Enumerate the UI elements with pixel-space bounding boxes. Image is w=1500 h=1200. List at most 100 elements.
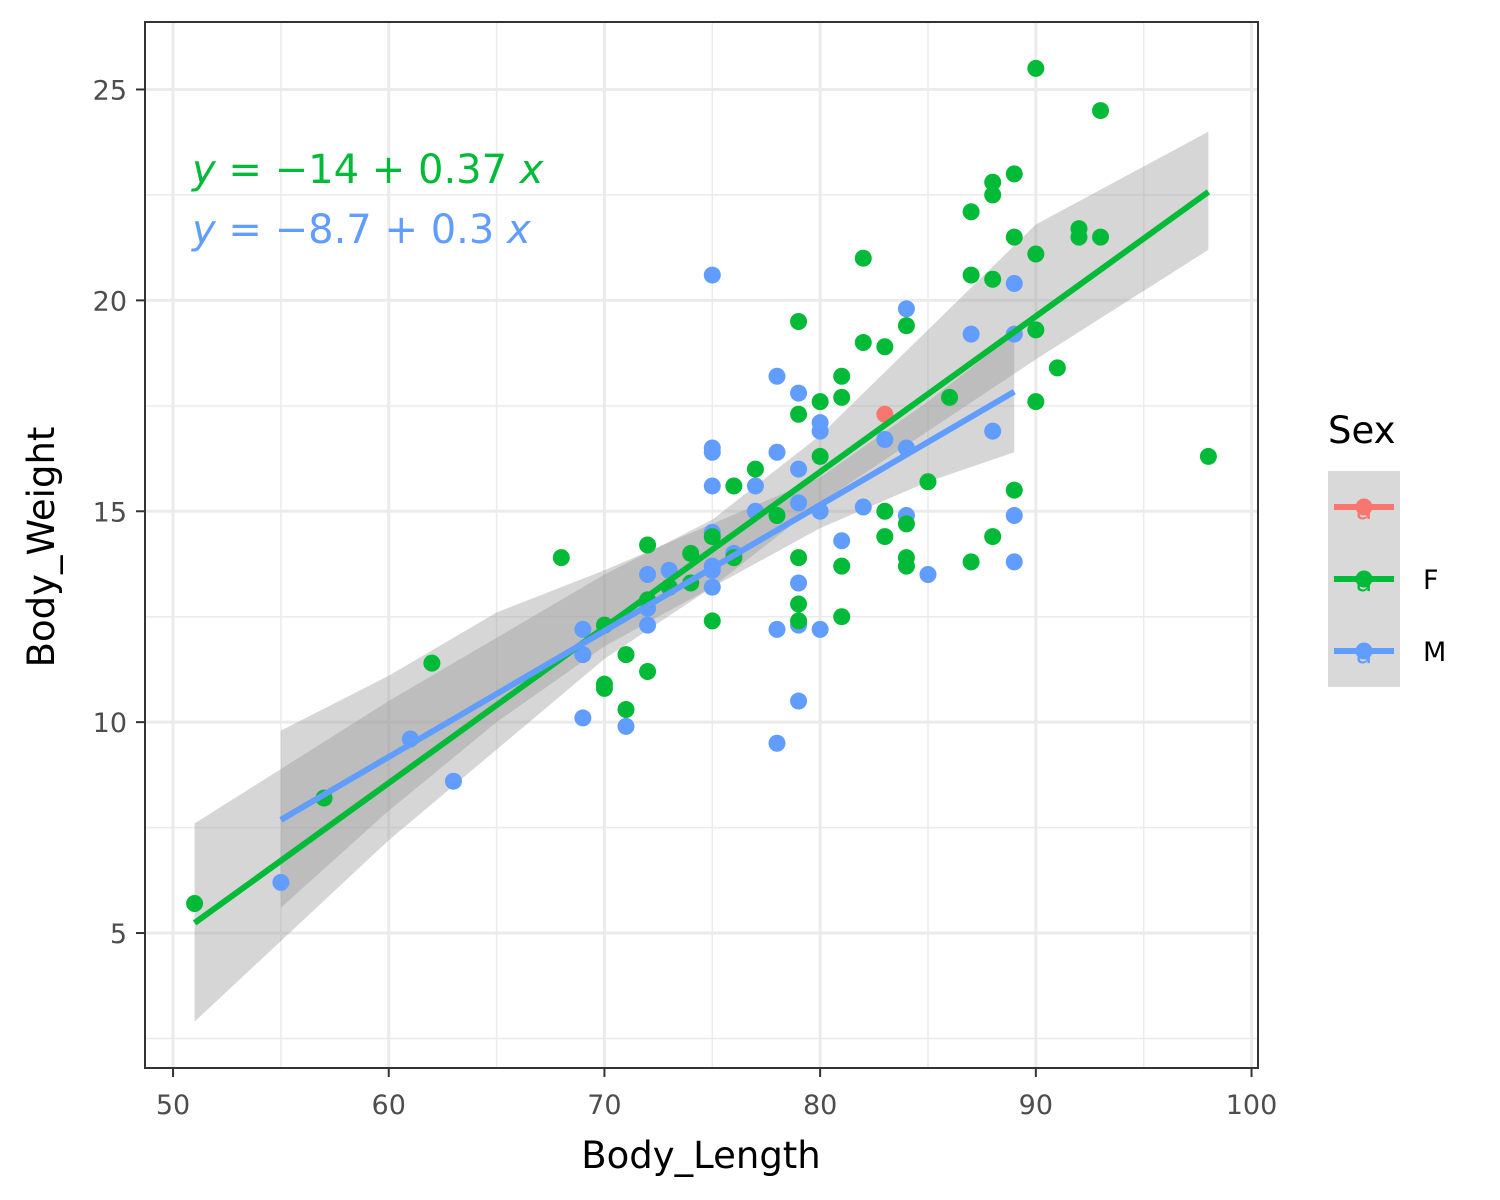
plot-border: [144, 21, 1259, 1069]
data-point-f: [1005, 165, 1023, 183]
data-point-m: [746, 477, 764, 495]
y-tick-label: 20: [93, 286, 127, 317]
data-point-f: [919, 473, 937, 491]
legend: Sex a a a F M: [1328, 409, 1446, 687]
equation-label-1: y = −8.7 + 0.3 x: [191, 207, 531, 253]
y-axis-title: Body_Weight: [20, 427, 63, 668]
data-point-f: [703, 528, 721, 546]
data-point-f: [941, 388, 959, 406]
plot-background: [145, 22, 1258, 1068]
fit-line-m: [279, 389, 1016, 823]
data-point-f: [725, 477, 743, 495]
equation-part-plus: +: [372, 207, 431, 253]
data-point-m: [962, 325, 980, 343]
data-point-f: [984, 528, 1002, 546]
data-point-m: [984, 422, 1002, 440]
data-point-f: [1027, 59, 1045, 77]
equation-part-plus: +: [359, 147, 418, 193]
equation-part-slope: 0.37: [418, 147, 507, 193]
data-point-f: [790, 612, 808, 630]
data-point-f: [1005, 481, 1023, 499]
x-axis: 50 60 70 80 90 100: [156, 1068, 1277, 1121]
equation-part-lhs: y: [191, 207, 217, 253]
data-point-f: [1027, 321, 1045, 339]
data-point-m: [703, 266, 721, 284]
data-point-f: [1027, 245, 1045, 263]
fit-line-f: [192, 189, 1211, 926]
x-tick-label: 80: [803, 1090, 837, 1121]
data-point-m: [790, 574, 808, 592]
equation-part-eq: =: [216, 207, 275, 253]
data-point-f: [703, 612, 721, 630]
equation-part-eq: =: [216, 147, 275, 193]
legend-key-point: [1355, 570, 1373, 588]
data-point-f: [617, 646, 635, 664]
equation-part-int: −14: [275, 147, 359, 193]
data-point-m: [639, 566, 657, 584]
legend-label-m: M: [1423, 637, 1446, 668]
data-point-m: [574, 620, 592, 638]
data-point-f: [617, 700, 635, 718]
data-point-f: [639, 663, 657, 681]
x-tick-label: 100: [1226, 1090, 1278, 1121]
data-point-f: [790, 595, 808, 613]
data-point-f: [595, 679, 613, 697]
data-point-f: [962, 553, 980, 571]
data-point-m: [574, 646, 592, 664]
data-point-m: [854, 498, 872, 516]
equation-part-lhs: y: [191, 147, 217, 193]
data-point-f: [984, 173, 1002, 191]
legend-key-text-glyph: a: [1356, 495, 1373, 526]
x-tick-label: 50: [156, 1090, 190, 1121]
data-point-m: [574, 709, 592, 727]
legend-key-point: [1355, 642, 1373, 660]
data-point-m: [919, 566, 937, 584]
data-point-m: [1005, 553, 1023, 571]
data-point-f: [552, 549, 570, 567]
plot-border-rect: [144, 21, 1259, 1069]
data-point-f: [1092, 228, 1110, 246]
data-point-f: [833, 608, 851, 626]
data-point-m: [811, 620, 829, 638]
data-point-f: [854, 334, 872, 352]
equation-label-0: y = −14 + 0.37 x: [191, 147, 544, 193]
data-point-m: [790, 494, 808, 512]
data-point-m: [272, 873, 290, 891]
data-point-f: [876, 502, 894, 520]
data-point-m: [703, 477, 721, 495]
x-tick-label: 90: [1019, 1090, 1053, 1121]
equation-part-x: x: [494, 207, 531, 253]
data-point-f: [833, 367, 851, 385]
fit-lines: [192, 189, 1211, 926]
data-point-f: [984, 270, 1002, 288]
data-point-f: [1092, 102, 1110, 120]
data-point-m: [444, 772, 462, 790]
data-point-f: [876, 338, 894, 356]
data-point-m: [768, 620, 786, 638]
equation-part-int: −8.7: [275, 207, 372, 253]
equation-part-x: x: [507, 147, 544, 193]
data-point-m: [1005, 275, 1023, 292]
data-point-f: [746, 460, 764, 478]
data-point-m: [639, 616, 657, 634]
data-point-f: [790, 405, 808, 423]
data-point-f: [876, 528, 894, 546]
data-point-f: [811, 447, 829, 465]
y-tick-label: 10: [93, 708, 127, 739]
data-point-f: [639, 536, 657, 554]
legend-title: Sex: [1328, 409, 1396, 452]
data-point-f: [1070, 228, 1088, 246]
data-point-m: [790, 692, 808, 710]
data-point-m: [1005, 506, 1023, 524]
data-point-f: [854, 249, 872, 267]
data-point-m: [703, 578, 721, 596]
data-point-f: [811, 393, 829, 411]
data-point-m: [703, 443, 721, 461]
data-point-f: [186, 895, 204, 913]
legend-key-text-glyph: a: [1356, 639, 1373, 670]
data-point-m: [876, 431, 894, 449]
data-point-m: [897, 300, 915, 318]
data-point-m: [617, 717, 635, 735]
data-point-m: [790, 460, 808, 478]
